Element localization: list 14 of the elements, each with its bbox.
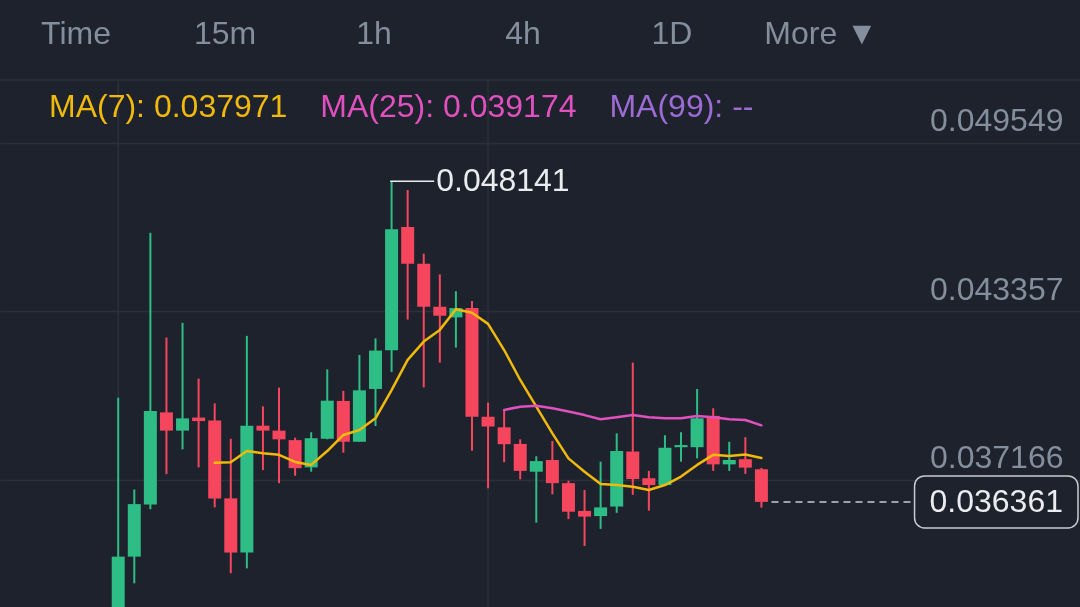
text: Time [41, 15, 111, 51]
text: 4h [505, 15, 541, 51]
ref-line-label: 0.036361 [929, 482, 1063, 519]
text: 15m [193, 15, 257, 51]
text: MA(25): 0.039174 [320, 88, 577, 124]
y-tick-label: 0.037166 [930, 439, 1064, 476]
annotation: 0.048141 [436, 162, 570, 199]
legend-label: MA(99): -- [609, 88, 754, 124]
text: 1D [651, 15, 693, 51]
y-tick-label: 0.049549 [930, 102, 1064, 139]
text: More ▼ [764, 15, 878, 51]
text: 1h [356, 15, 392, 51]
text: MA(7): 0.037971 [49, 88, 288, 124]
y-tick-label: 0.043357 [930, 270, 1064, 307]
